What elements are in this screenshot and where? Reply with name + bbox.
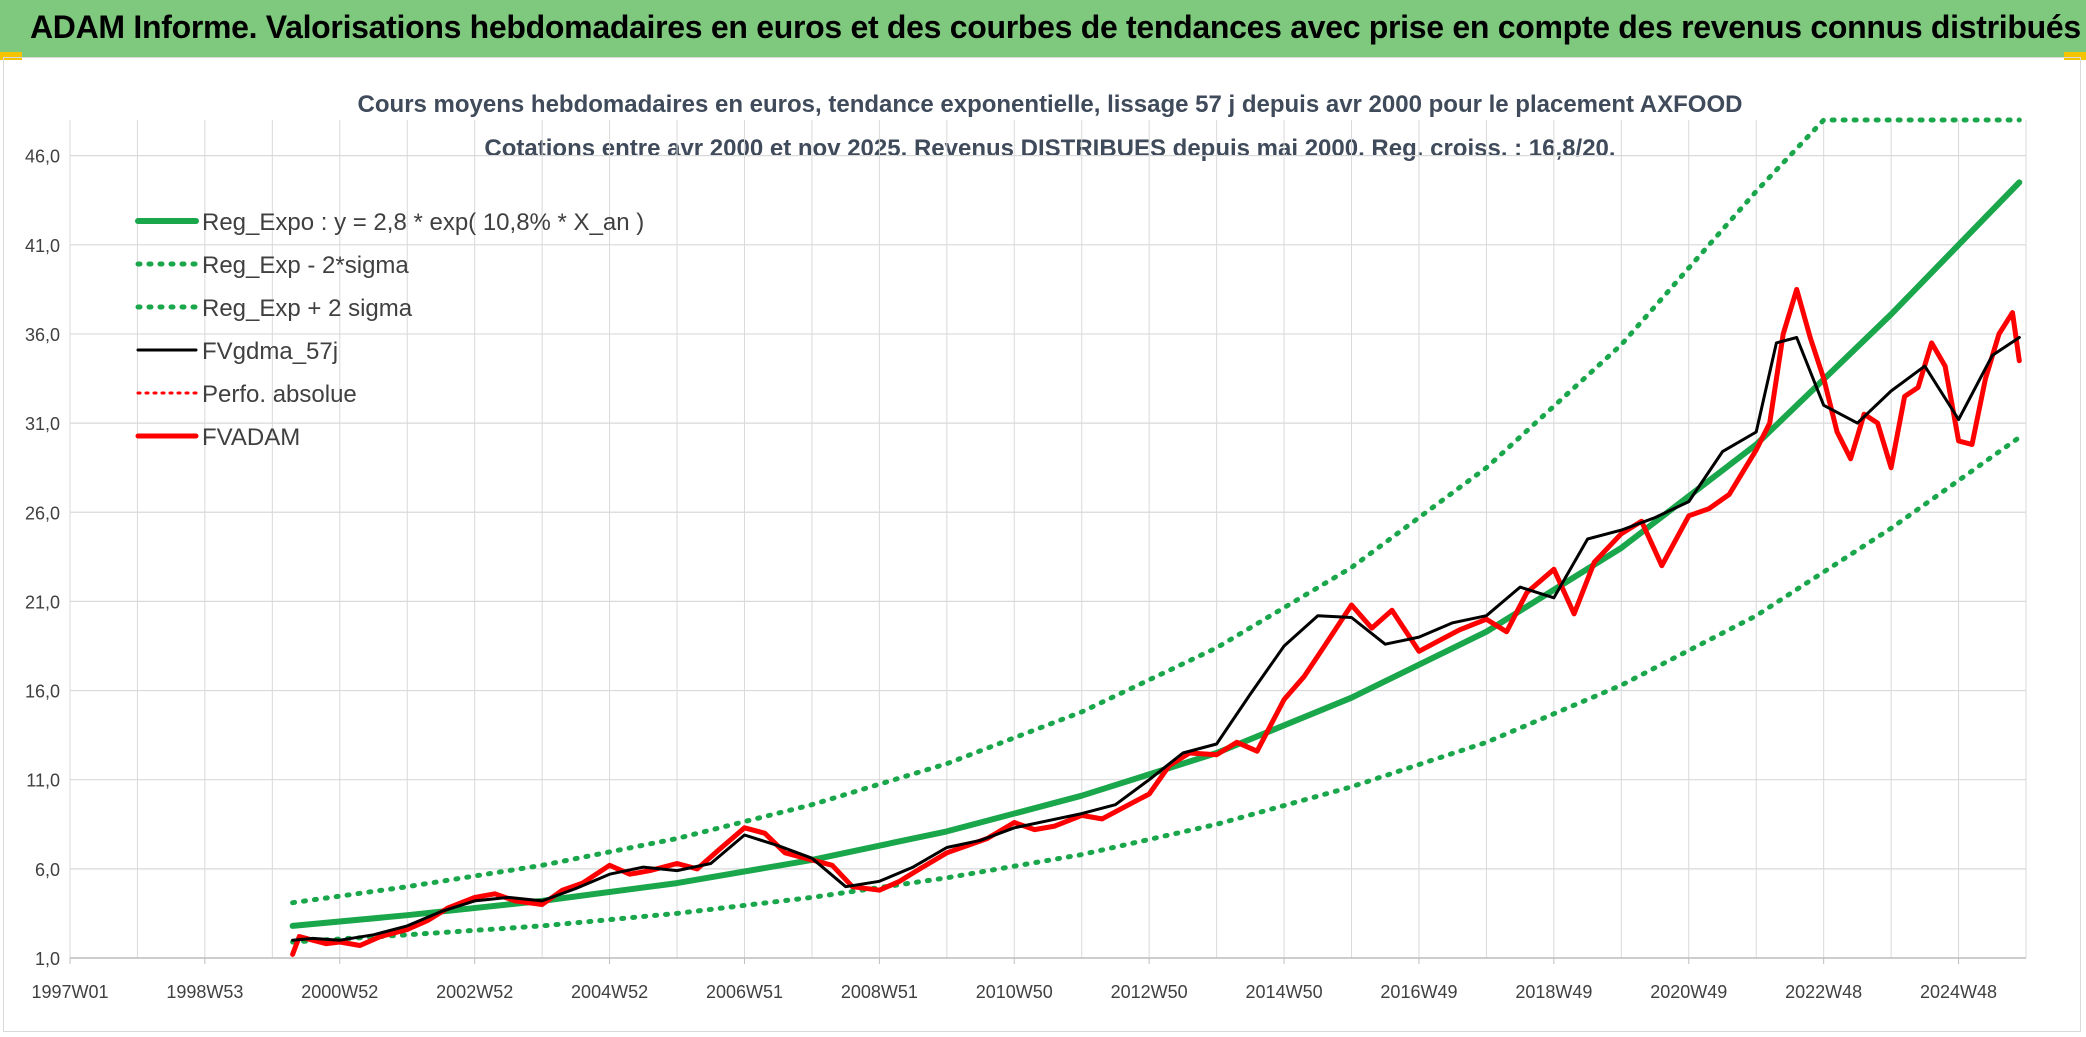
x-tick-label: 2012W50 xyxy=(1111,982,1188,1002)
y-tick-label: 36,0 xyxy=(25,325,60,345)
chart-subtitle: Cotations entre avr 2000 et nov 2025. Re… xyxy=(484,135,1615,162)
x-tick-label: 2002W52 xyxy=(436,982,513,1002)
corner-decoration-left xyxy=(0,52,22,60)
x-tick-label: 1997W01 xyxy=(31,982,108,1002)
legend-label: Reg_Exp + 2 sigma xyxy=(202,295,413,322)
y-tick-label: 1,0 xyxy=(35,949,60,969)
x-tick-label: 2008W51 xyxy=(841,982,918,1002)
x-axis: 1997W01 1998W53 2000W52 2002W52 2004W52 2006W… xyxy=(31,958,1997,1002)
x-tick-label: 2006W51 xyxy=(706,982,783,1002)
grid-lines xyxy=(69,120,2027,959)
x-tick-label: 2000W52 xyxy=(301,982,378,1002)
x-tick-label: 2016W49 xyxy=(1380,982,1457,1002)
series-line-6 xyxy=(290,286,2022,957)
y-tick-label: 11,0 xyxy=(26,771,60,791)
y-tick-label: 31,0 xyxy=(25,414,60,434)
x-tick-label: 2022W48 xyxy=(1785,982,1862,1002)
legend-label: Reg_Exp - 2*sigma xyxy=(202,252,409,279)
x-tick-label: 2018W49 xyxy=(1515,982,1592,1002)
legend-label: Reg_Expo : y = 2,8 * exp( 10,8% * X_an ) xyxy=(202,209,644,236)
chart-frame xyxy=(3,57,2081,1032)
corner-decoration-right xyxy=(2064,52,2086,60)
x-tick-label: 2020W49 xyxy=(1650,982,1727,1002)
series-line-3 xyxy=(290,117,2022,906)
title-banner: ADAM Informe. Valorisations hebdomadaire… xyxy=(0,0,2086,57)
x-tick-label: 1998W53 xyxy=(166,982,243,1002)
y-tick-label: 21,0 xyxy=(25,592,60,612)
series-line-2 xyxy=(290,434,2022,945)
y-tick-label: 46,0 xyxy=(25,147,60,167)
y-axis: 1,0 6,0 11,0 16,0 21,0 26,0 31,0 36,0 41,0 46,0 xyxy=(25,147,60,969)
legend-label: FVADAM xyxy=(202,424,300,451)
series-lines xyxy=(289,117,2023,957)
y-tick-label: 16,0 xyxy=(25,682,60,702)
x-tick-label: 2014W50 xyxy=(1246,982,1323,1002)
series-line-1 xyxy=(289,179,2023,929)
page-title: ADAM Informe. Valorisations hebdomadaire… xyxy=(30,9,2081,45)
y-tick-label: 6,0 xyxy=(35,860,60,880)
series-line-4 xyxy=(291,336,2021,942)
legend-label: Perfo. absolue xyxy=(202,381,357,408)
x-tick-label: 2024W48 xyxy=(1920,982,1997,1002)
legend: Reg_Expo : y = 2,8 * exp( 10,8% * X_an )… xyxy=(135,209,644,451)
x-tick-label: 2004W52 xyxy=(571,982,648,1002)
y-tick-label: 26,0 xyxy=(25,503,60,523)
x-tick-label: 2010W50 xyxy=(976,982,1053,1002)
chart-title: Cours moyens hebdomadaires en euros, ten… xyxy=(358,91,1743,118)
legend-label: FVgdma_57j xyxy=(202,338,338,365)
y-tick-label: 41,0 xyxy=(25,236,60,256)
